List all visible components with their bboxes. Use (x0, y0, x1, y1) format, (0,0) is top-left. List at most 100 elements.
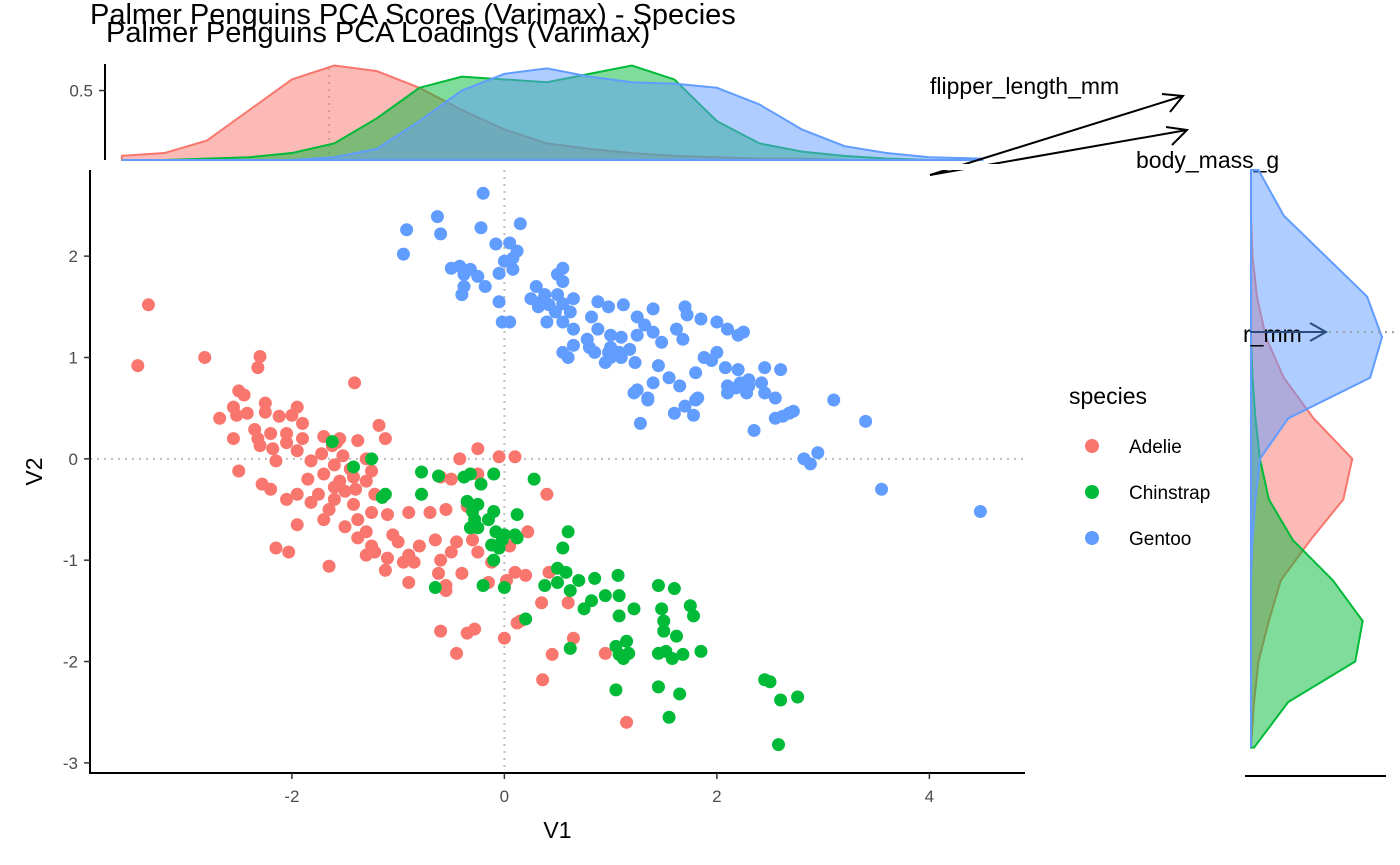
point-adelie (444, 545, 458, 559)
point-adelie (439, 503, 453, 517)
point-gentoo (585, 310, 598, 324)
point-gentoo (604, 350, 618, 364)
point-adelie (269, 454, 283, 468)
point-chinstrap (474, 477, 488, 491)
right-density-panel: r_mm (1243, 169, 1395, 777)
point-adelie (365, 506, 379, 520)
point-gentoo (531, 300, 545, 314)
point-gentoo (651, 359, 665, 373)
x-axis-title: V1 (543, 817, 571, 843)
point-chinstrap (651, 680, 665, 694)
y-tick-label: -1 (63, 551, 78, 570)
point-adelie (264, 426, 278, 440)
point-gentoo (755, 376, 768, 390)
point-adelie (280, 436, 294, 450)
point-chinstrap (476, 579, 490, 593)
point-adelie (315, 447, 329, 461)
point-gentoo (633, 416, 647, 430)
series-adelie (131, 298, 634, 729)
point-adelie (508, 565, 522, 579)
point-gentoo (623, 342, 637, 356)
point-adelie (280, 426, 294, 440)
point-chinstrap (365, 452, 379, 466)
point-gentoo (676, 332, 690, 346)
point-adelie (378, 432, 392, 446)
point-adelie (304, 454, 318, 468)
point-chinstrap (325, 435, 339, 449)
point-adelie (349, 482, 363, 496)
point-gentoo (859, 414, 873, 428)
point-adelie (264, 482, 278, 496)
point-gentoo (646, 302, 660, 316)
point-chinstrap (774, 693, 788, 707)
point-gentoo (556, 315, 570, 329)
point-chinstrap (657, 614, 671, 628)
loading-arrow-flipper (929, 95, 1184, 176)
point-gentoo (506, 262, 520, 276)
loading-label-flipper: flipper_length_mm (930, 73, 1119, 99)
point-gentoo (566, 338, 580, 352)
point-adelie (381, 551, 394, 565)
point-gentoo (566, 292, 580, 306)
point-chinstrap (598, 589, 612, 603)
loading-arrowhead-flipper (1161, 93, 1185, 113)
point-chinstrap (460, 494, 474, 508)
y-tick-label: 1 (69, 348, 78, 367)
point-chinstrap (662, 710, 676, 724)
point-chinstrap (519, 612, 533, 626)
top-density-panel: 0.5 (69, 64, 984, 161)
point-adelie (391, 535, 405, 549)
scores-panel: -2 0 2 4 -3 -2 -1 0 1 2 V1 V2 (21, 170, 1025, 843)
point-adelie (620, 715, 634, 729)
point-chinstrap (673, 687, 687, 701)
point-adelie (322, 559, 336, 573)
point-adelie (296, 432, 309, 446)
point-adelie (378, 563, 392, 577)
series-chinstrap (325, 435, 805, 752)
point-adelie (131, 359, 145, 373)
point-adelie (359, 474, 373, 488)
point-adelie (471, 545, 485, 559)
point-gentoo (973, 505, 987, 519)
point-gentoo (662, 371, 676, 385)
legend-key-chinstrap (1085, 485, 1099, 499)
point-adelie (351, 531, 365, 545)
point-adelie (455, 566, 469, 580)
point-gentoo (529, 280, 543, 294)
point-gentoo (582, 340, 596, 354)
point-gentoo (556, 261, 570, 275)
point-gentoo (646, 376, 660, 390)
point-gentoo (471, 269, 485, 283)
point-chinstrap (791, 690, 805, 704)
point-gentoo (614, 330, 628, 344)
point-adelie (351, 513, 365, 527)
point-chinstrap (347, 460, 360, 474)
point-adelie (301, 472, 315, 486)
point-adelie (266, 442, 280, 456)
right-density-gentoo (1250, 169, 1384, 748)
legend-label-chinstrap: Chinstrap (1129, 483, 1210, 504)
point-gentoo (768, 391, 782, 405)
point-chinstrap (510, 508, 524, 522)
point-adelie (317, 513, 331, 527)
y-tick-label: -3 (63, 754, 78, 773)
legend-title: species (1069, 383, 1147, 409)
point-gentoo (538, 288, 552, 302)
point-gentoo (875, 482, 889, 496)
point-adelie (497, 631, 511, 645)
point-gentoo (667, 406, 681, 420)
point-chinstrap (694, 644, 708, 658)
legend: species Adelie Chinstrap Gentoo (1069, 383, 1210, 550)
point-chinstrap (665, 651, 679, 665)
x-tick-label: 0 (500, 787, 509, 806)
point-adelie (468, 622, 482, 636)
point-gentoo (736, 325, 750, 339)
point-gentoo (710, 315, 724, 329)
point-adelie (428, 533, 442, 547)
point-adelie (466, 533, 479, 547)
point-gentoo (758, 386, 772, 400)
point-chinstrap (612, 609, 626, 623)
point-gentoo (646, 325, 660, 339)
point-adelie (492, 450, 506, 464)
point-gentoo (455, 288, 469, 302)
